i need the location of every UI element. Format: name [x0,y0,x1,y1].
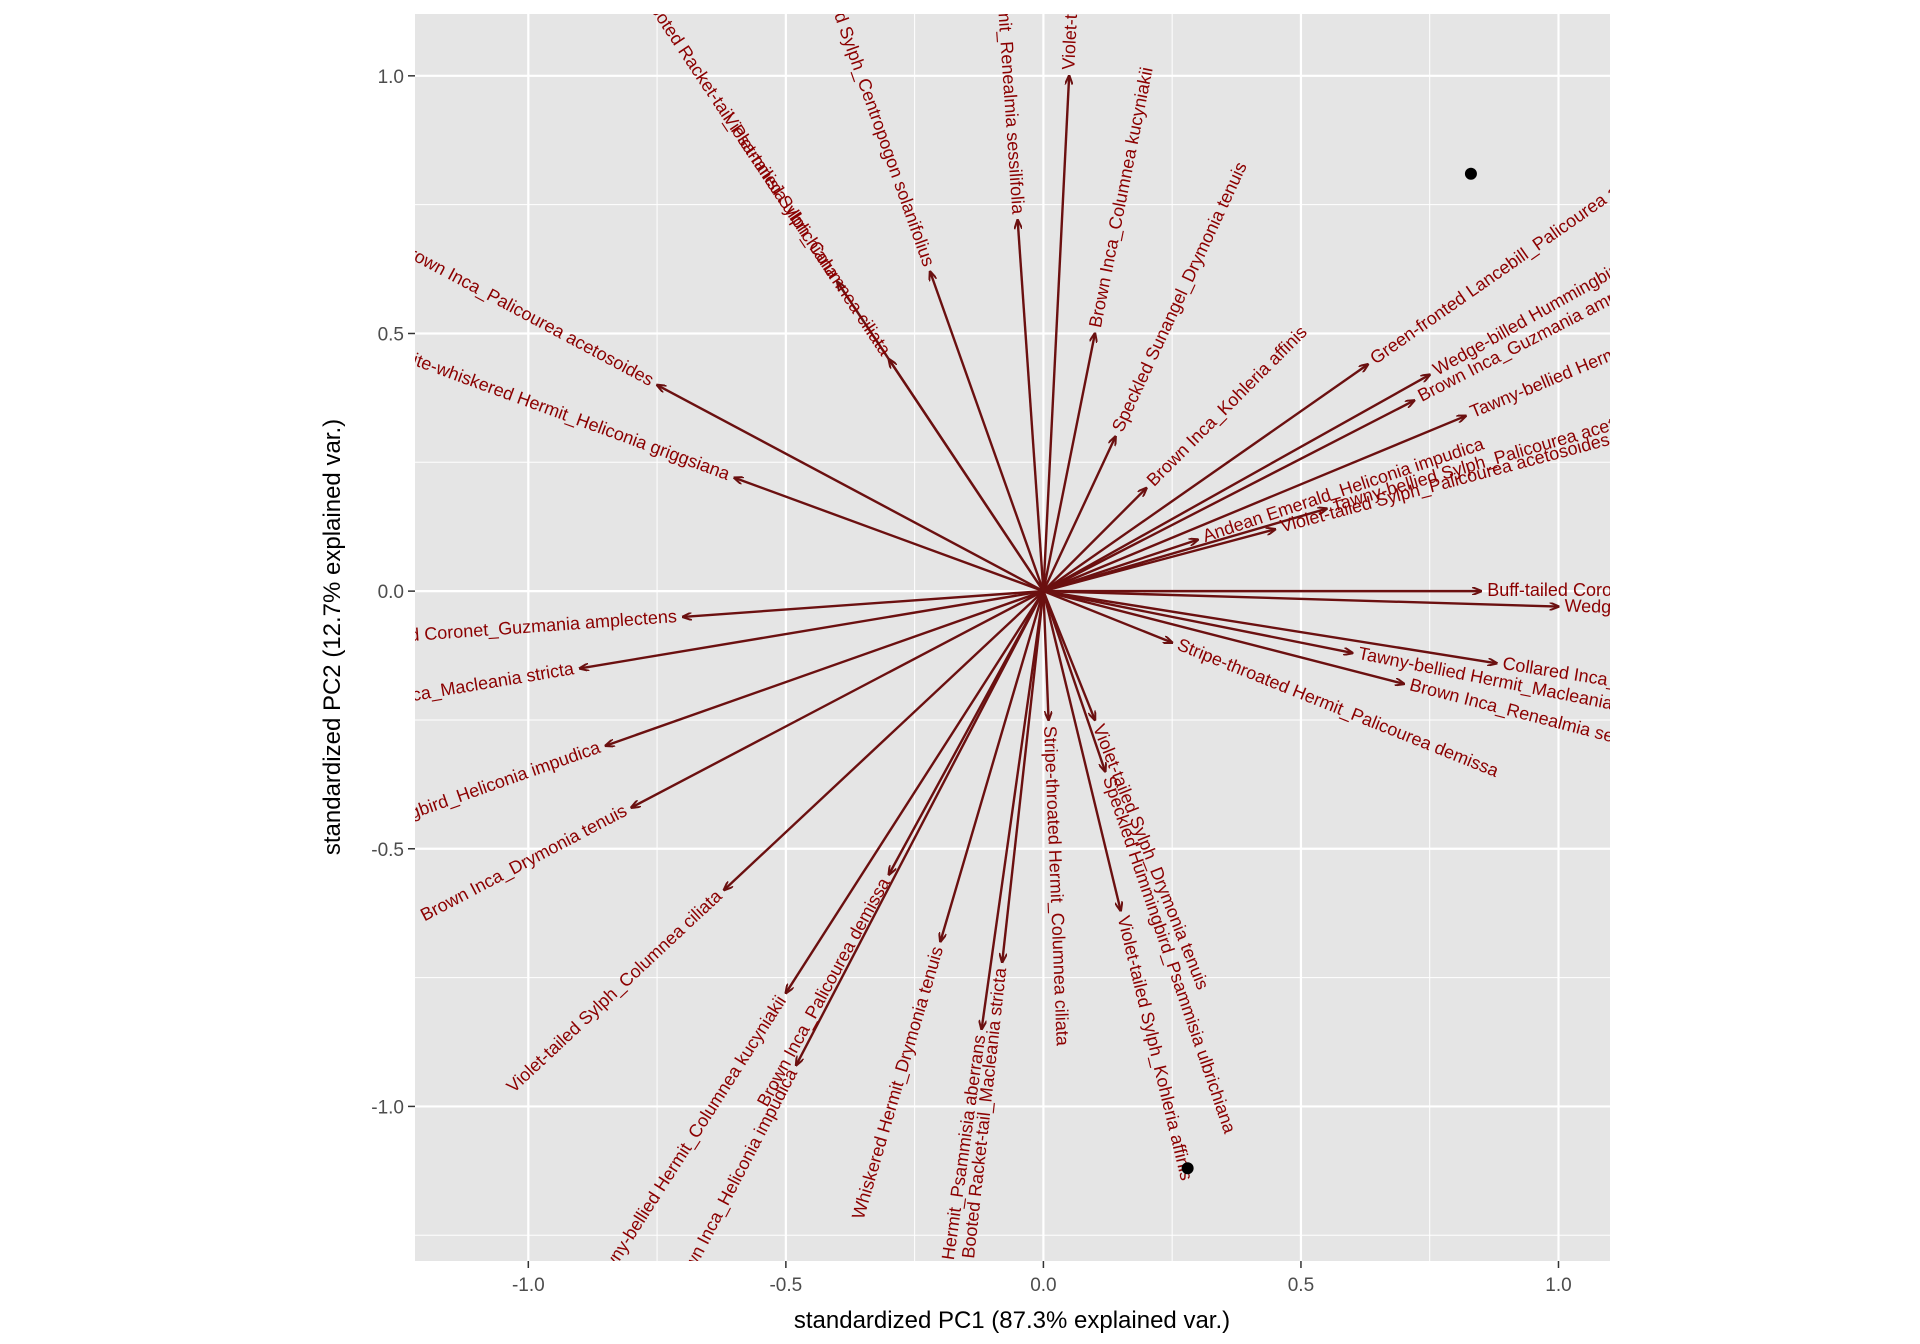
loading-arrow [1042,590,1105,771]
x-axis-ticks: -1.0 -0.5 0.0 0.5 1.0 [512,1261,1572,1296]
score-points [1181,167,1477,1175]
loading-arrow [1043,589,1496,663]
loading-arrow [631,590,1044,807]
y-tick-label: 0.5 [378,324,404,345]
y-tick-label: 0.0 [378,582,404,603]
loading-arrow [683,589,1044,617]
x-tick-label: 0.0 [1030,1275,1056,1296]
loading-arrow [1043,589,1558,606]
score-point [1181,1162,1194,1175]
x-tick-label: 0.5 [1288,1275,1314,1296]
loading-arrow [724,590,1045,890]
x-tick-label: -0.5 [769,1275,802,1296]
x-tick-label: 1.0 [1545,1275,1571,1296]
loading-arrow [1042,333,1095,592]
loading-label: Wedge-billed Hummingbird_Gasteranthus la… [1564,596,1920,629]
loading-arrow [1042,590,1172,643]
loading-arrow [982,590,1045,1029]
y-axis-title: standardized PC2 (12.7% explained var.) [319,419,346,855]
x-tick-label: -1.0 [512,1275,545,1296]
loading-arrow [930,272,1045,592]
loading-label: Buff-tailed Coronet_Palicourea lineata [1487,580,1791,601]
loading-arrow [1042,590,1095,720]
y-tick-label: -0.5 [371,840,404,861]
y-tick-label: 1.0 [378,67,404,88]
loading-arrow [1002,590,1045,962]
loading-arrow [1042,488,1146,592]
loading-arrow [606,589,1044,746]
loading-arrow [1043,589,1404,684]
loading-arrow [940,590,1045,941]
loading-arrow [786,590,1045,993]
loading-arrow [734,478,1044,593]
loading-arrow [1042,591,1048,720]
gridlines [415,14,1610,1261]
loading-arrows [580,76,1559,1065]
loading-arrow [1042,76,1069,592]
loading-arrow [1042,590,1120,910]
loading-arrow [889,359,1045,592]
loading-arrow [1042,400,1414,593]
loading-arrow [1043,589,1352,653]
loading-arrow [580,589,1044,668]
loading-arrow [1042,375,1429,593]
loading-arrow [796,590,1045,1065]
loading-arrow [1018,220,1045,592]
loading-arrow [1042,437,1115,592]
y-axis-ticks: -1.0 -0.5 0.0 0.5 1.0 [371,67,415,1118]
loading-arrow [657,385,1044,593]
x-axis-title: standardized PC1 (87.3% explained var.) [794,1307,1230,1334]
y-tick-label: -1.0 [371,1097,404,1118]
loading-arrow [1042,416,1465,593]
loading-arrow [1043,540,1198,593]
score-point [1464,167,1477,180]
loading-arrow [1042,364,1368,593]
loading-arrow [1043,529,1275,593]
